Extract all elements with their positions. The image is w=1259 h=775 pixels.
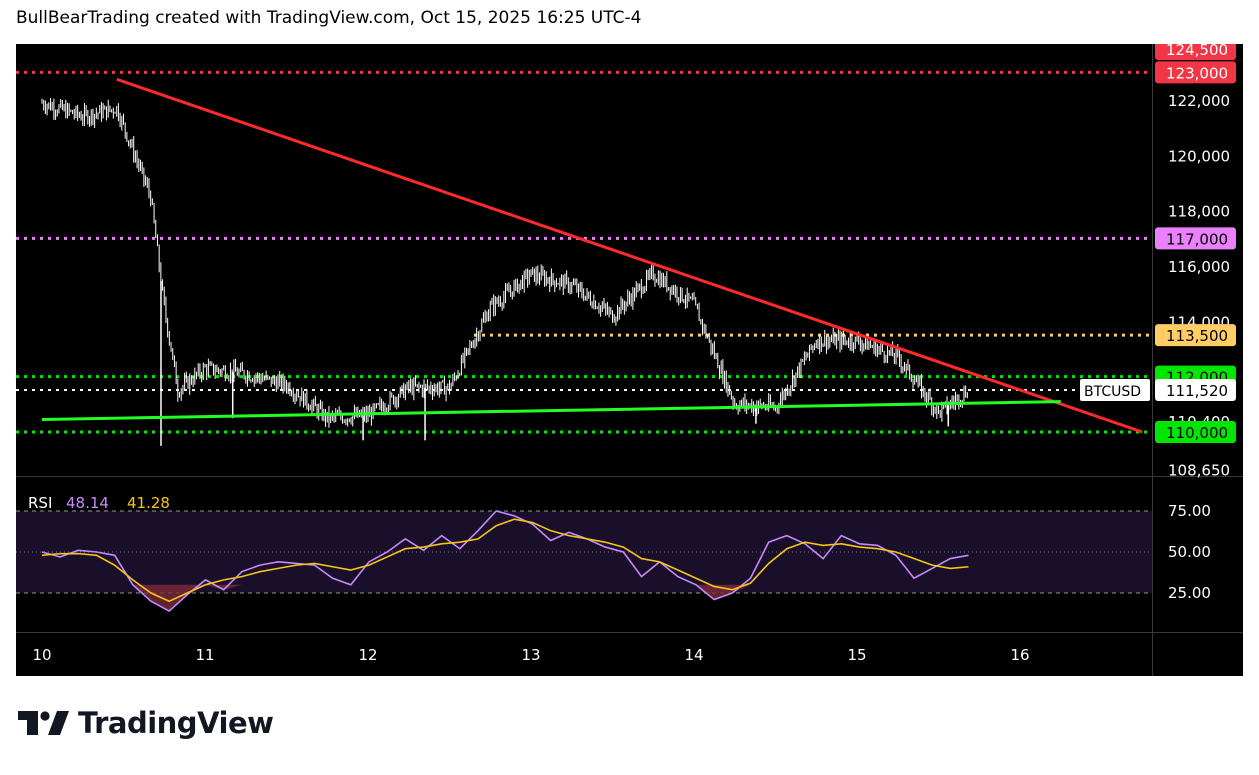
time-label: 13 [521,646,540,664]
price-tick-label: 120,000 [1168,147,1230,165]
rsi-tick-label: 75.00 [1168,502,1211,520]
rsi-ma-value: 41.28 [127,494,170,512]
price-label-box [1155,44,1236,60]
price-chart[interactable]: RSI 48.14 41.28 122,000 120,000 118,000 116,0… [16,44,1243,676]
price-label-text: 110,000 [1166,424,1228,442]
price-label-123000: 123,000 [1155,61,1236,84]
tradingview-logo: TradingView [18,706,274,740]
price-tick-label: 122,000 [1168,92,1230,110]
tradingview-logo-icon [18,711,69,735]
price-label-text: 113,500 [1166,327,1228,345]
price-label-box [1155,324,1236,347]
price-bars [41,98,968,446]
price-label-box [1155,421,1236,443]
rsi-tick-label: 50.00 [1168,543,1211,561]
price-label-124500: 124,500 [1155,44,1236,60]
rsi-ma-line [41,518,969,603]
descending-resistance-trendline [116,77,1143,434]
ascending-support-trendline [41,400,1061,422]
rsi-label: RSI [28,494,52,512]
price-label-110000: 110,000 [1155,421,1236,443]
symbol-tag-text: BTCUSD [1084,384,1141,400]
horizontal-levels [16,70,1152,434]
price-tick-label: 118,000 [1168,203,1230,221]
symbol-tag: BTCUSD [1080,378,1150,401]
time-label: 14 [684,646,703,664]
rsi-tick-label: 25.00 [1168,584,1211,602]
time-label: 11 [195,646,214,664]
chart-frame[interactable]: RSI 48.14 41.28 122,000 120,000 118,000 116,0… [16,44,1243,676]
price-labels: 124,500123,000117,000113,500112,000111,5… [1080,44,1236,443]
symbol-tag-box [1080,378,1150,401]
tradingview-wordmark: TradingView [78,706,274,740]
time-label: 16 [1010,646,1029,664]
price-label-113500: 113,500 [1155,324,1236,347]
price-tick-label: 116,000 [1168,258,1230,276]
rsi-line [41,510,969,613]
price-label-text: 111,520 [1166,382,1228,400]
price-label-box [1155,61,1236,84]
time-label: 12 [358,646,377,664]
price-label-111520: 111,520 [1155,378,1236,401]
rsi-pane: RSI 48.14 41.28 [16,494,1152,613]
time-label: 15 [847,646,866,664]
price-tick-label: 108,650 [1168,461,1230,479]
trendlines [41,77,1143,434]
price-label-text: 123,000 [1166,64,1228,82]
price-label-text: 124,500 [1166,44,1228,59]
rsi-value: 48.14 [66,494,109,512]
price-label-box [1155,378,1236,401]
chart-header: BullBearTrading created with TradingView… [16,8,642,28]
price-label-117000: 117,000 [1155,227,1236,250]
price-label-text: 117,000 [1166,230,1228,248]
price-label-box [1155,227,1236,250]
time-label: 10 [32,646,51,664]
